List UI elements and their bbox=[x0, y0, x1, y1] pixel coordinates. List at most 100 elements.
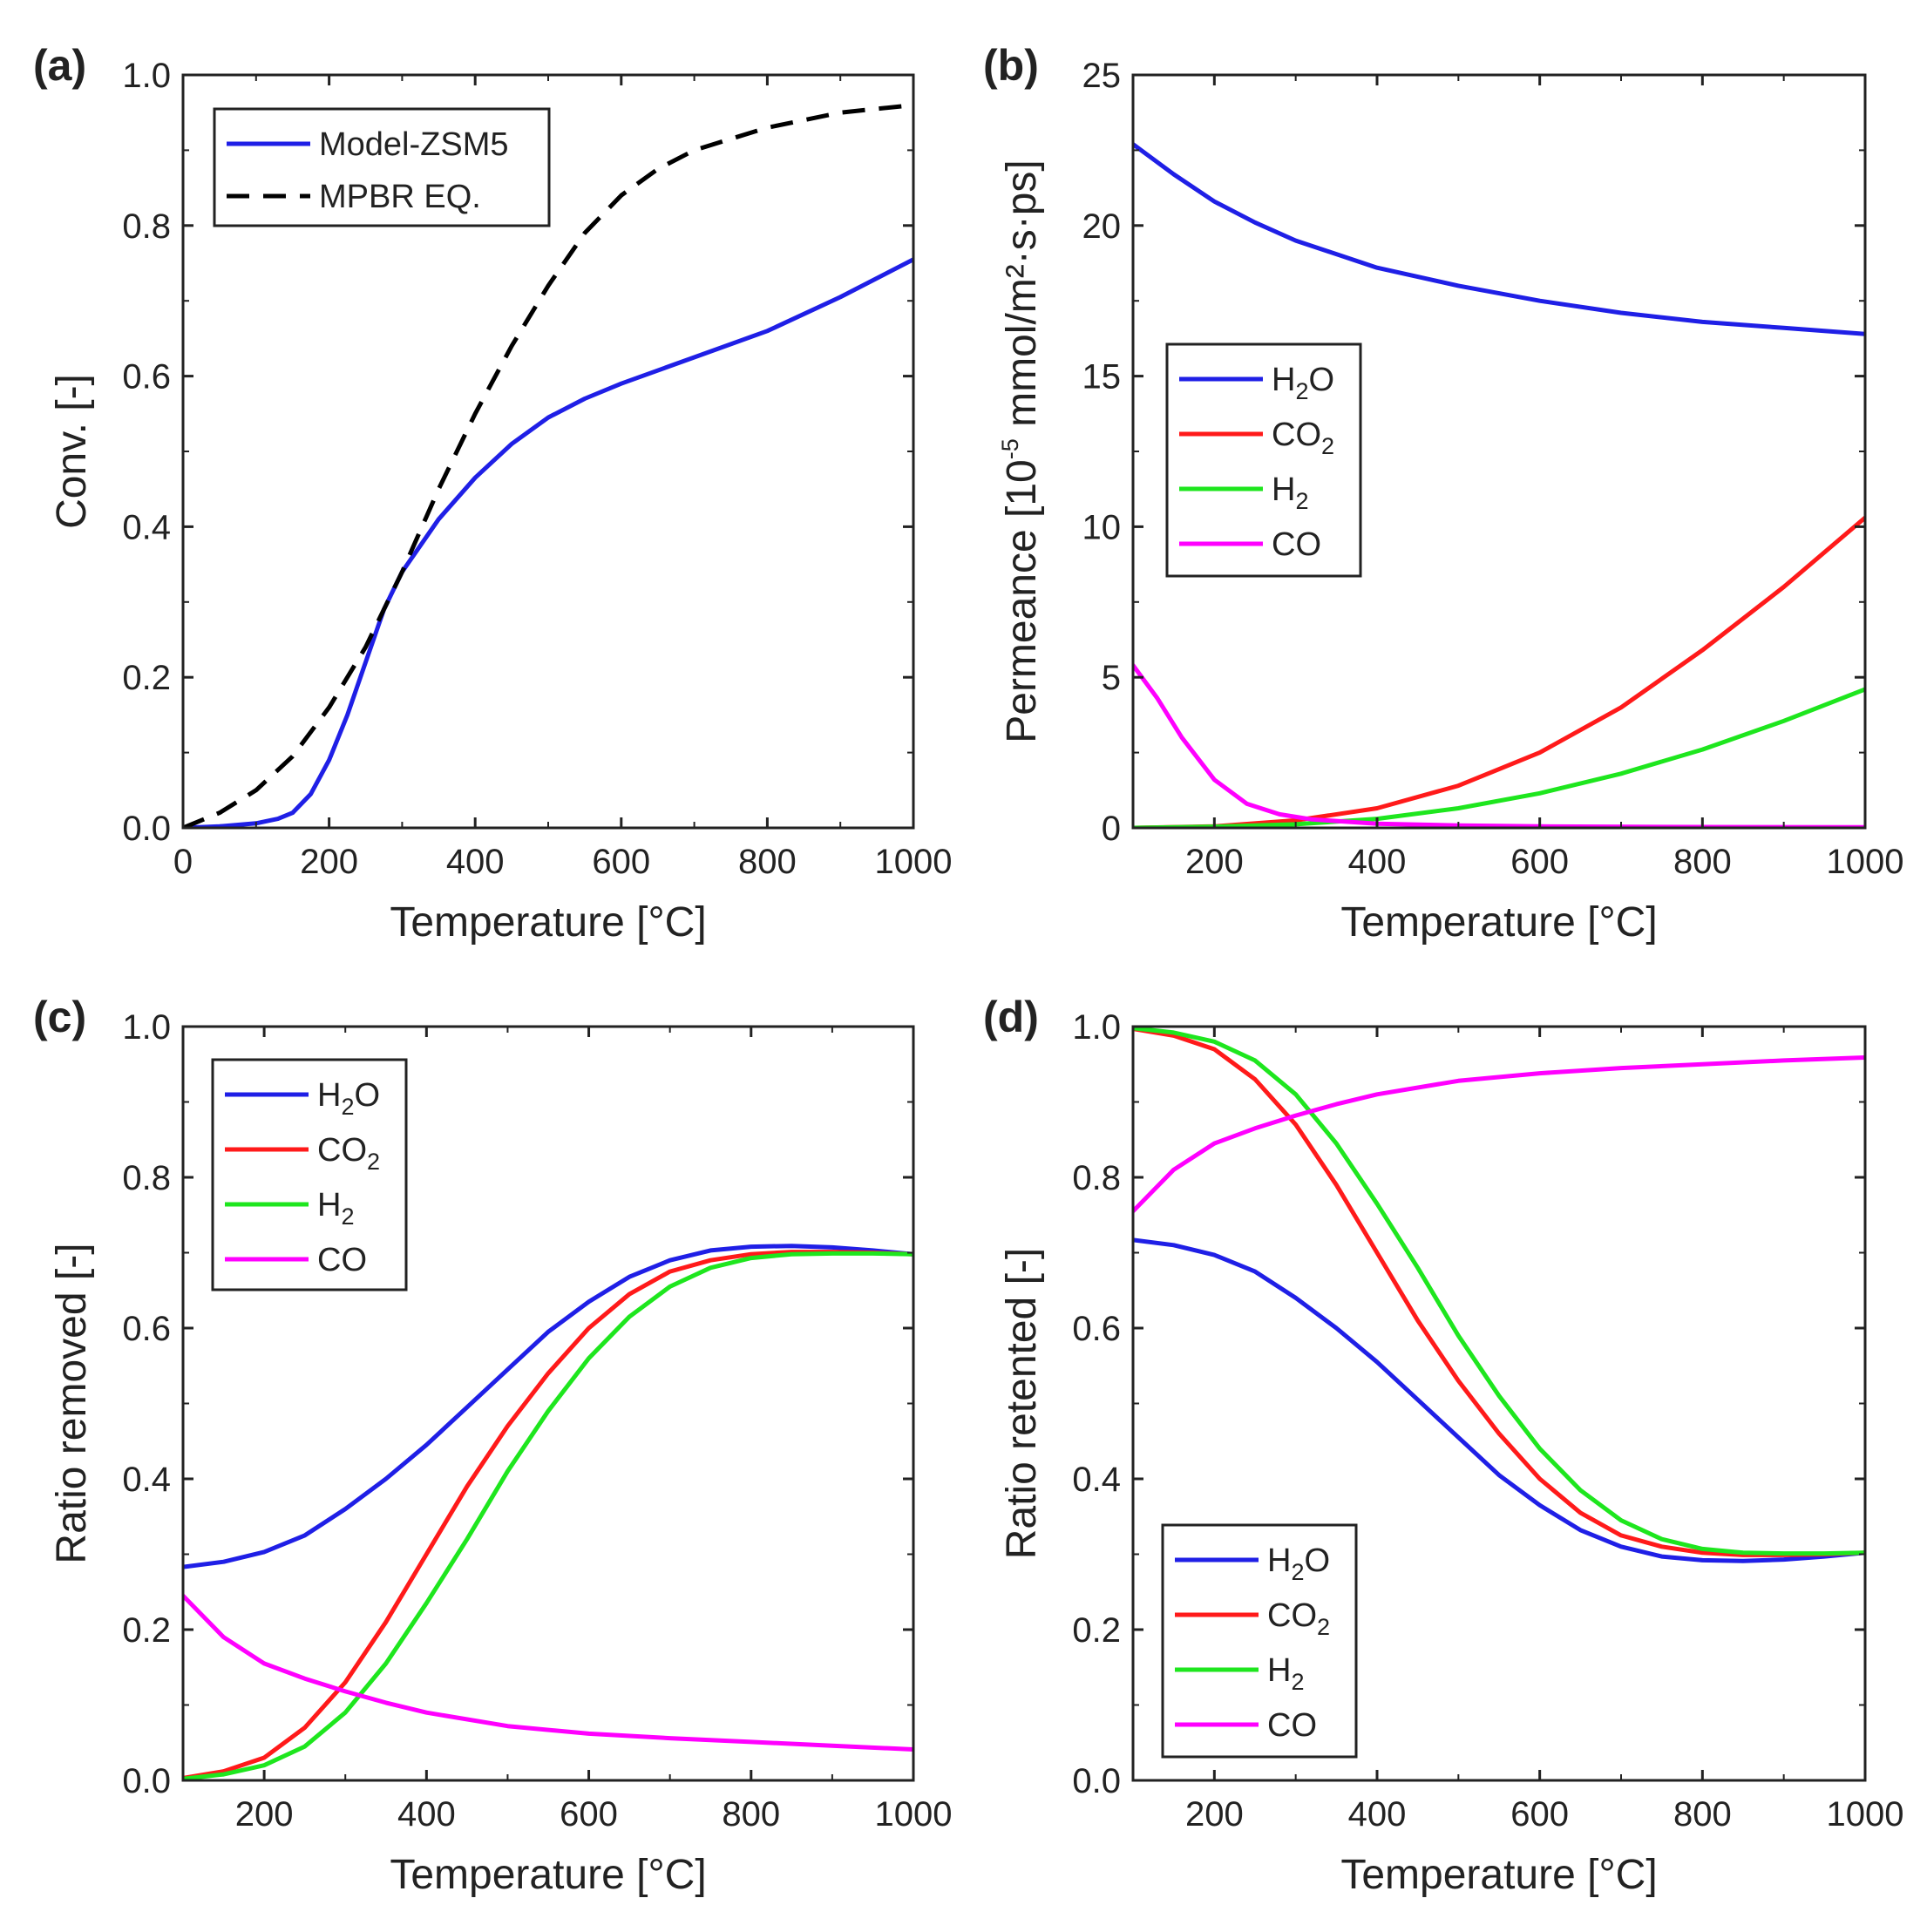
series-line-a-mpbr-eq- bbox=[183, 103, 913, 828]
x-tick-label: 200 bbox=[235, 1795, 294, 1834]
panel-b: 200 400 600 800 1000 0 5 10 15 20 25 Temperature [°… bbox=[983, 41, 1903, 946]
legend-label-main: H bbox=[317, 1187, 341, 1224]
panel-label: (d) bbox=[983, 993, 1039, 1041]
legend-label: CO bbox=[1267, 1707, 1317, 1744]
legend-label-main: CO bbox=[1272, 526, 1321, 563]
y-tick-label: 0 bbox=[1102, 810, 1121, 848]
x-axis-title: Temperature [°C] bbox=[1340, 1852, 1657, 1898]
series-line-b-h2 bbox=[1133, 687, 1865, 828]
y-tick-label: 25 bbox=[1082, 57, 1122, 95]
x-tick-label: 400 bbox=[1348, 1795, 1407, 1834]
y-axis-title: Ratio removed [-] bbox=[49, 1243, 95, 1563]
legend-label-subscript: 2 bbox=[1295, 378, 1308, 404]
legend-label-subscript: 2 bbox=[1317, 1614, 1330, 1640]
series-line-d-h2 bbox=[1133, 1027, 1865, 1556]
legend: Model-ZSM5 MPBR EQ. bbox=[213, 107, 551, 227]
legend-frame bbox=[1161, 1523, 1358, 1759]
legend-label: H2 bbox=[1267, 1652, 1304, 1695]
y-axis-title: Ratio retented [-] bbox=[999, 1248, 1045, 1560]
series-group-a bbox=[183, 103, 913, 828]
y-tick-label: 0.0 bbox=[1072, 1762, 1121, 1800]
y-tick-label: 0.6 bbox=[1072, 1310, 1121, 1348]
x-axis-title: Temperature [°C] bbox=[390, 899, 706, 946]
legend-label-subscript: 2 bbox=[1291, 1559, 1304, 1585]
series-group-c bbox=[183, 1244, 913, 1780]
x-tick-label: 200 bbox=[300, 843, 358, 881]
legend-frame bbox=[213, 107, 551, 227]
y-tick-label: 0.0 bbox=[122, 1762, 171, 1800]
panel-label: (a) bbox=[33, 41, 86, 90]
legend-label: Model-ZSM5 bbox=[319, 126, 509, 163]
legend-label-main: H bbox=[1272, 471, 1295, 508]
y-tick-label: 0.2 bbox=[122, 1611, 171, 1650]
legend-label: H2 bbox=[1272, 471, 1308, 514]
series-line-b-h2o bbox=[1133, 142, 1865, 336]
legend-label-main: CO bbox=[317, 1242, 367, 1278]
x-tick-label: 800 bbox=[722, 1795, 780, 1834]
legend-label: CO bbox=[317, 1242, 367, 1278]
x-tick-label: 1000 bbox=[875, 1795, 953, 1834]
x-tick-label: 600 bbox=[1510, 843, 1569, 881]
y-axis-title-main: Permeance [10 bbox=[999, 459, 1045, 743]
y-tick-label: 10 bbox=[1082, 508, 1122, 546]
legend-label-main: H bbox=[1272, 362, 1295, 398]
y-tick-label: 0.4 bbox=[122, 508, 171, 546]
x-tick-label: 600 bbox=[592, 843, 650, 881]
legend-label: CO2 bbox=[317, 1132, 380, 1175]
legend-label: H2O bbox=[1267, 1542, 1330, 1585]
y-tick-label: 5 bbox=[1102, 659, 1121, 697]
y-tick-label: 0.2 bbox=[1072, 1611, 1121, 1650]
y-axis-title: Conv. [-] bbox=[49, 374, 95, 529]
series-group-d bbox=[1133, 1027, 1865, 1563]
series-line-d-co2 bbox=[1133, 1027, 1865, 1557]
y-tick-label: 0.8 bbox=[122, 1159, 171, 1197]
y-tick-label: 0.2 bbox=[122, 659, 171, 697]
x-tick-label: 600 bbox=[560, 1795, 618, 1834]
y-tick-label: 0.0 bbox=[122, 810, 171, 848]
legend-label-main: CO bbox=[317, 1132, 367, 1169]
x-axis-title: Temperature [°C] bbox=[390, 1852, 706, 1898]
legend-label-subscript: 2 bbox=[341, 1203, 354, 1230]
y-tick-label: 0.8 bbox=[1072, 1159, 1121, 1197]
legend-label-tail: O bbox=[1304, 1542, 1330, 1579]
y-tick-label: 20 bbox=[1082, 207, 1122, 246]
x-tick-label: 1000 bbox=[1827, 1795, 1904, 1834]
y-tick-label: 0.6 bbox=[122, 358, 171, 397]
series-line-c-co bbox=[183, 1593, 913, 1752]
y-tick-label: 0.4 bbox=[1072, 1461, 1121, 1499]
x-tick-label: 400 bbox=[1348, 843, 1407, 881]
panel-d: 200 400 600 800 1000 0.0 0.2 0.4 0.6 0.8 1.0 Temper… bbox=[983, 993, 1903, 1898]
legend-label: CO2 bbox=[1272, 417, 1334, 459]
legend-label-main: H bbox=[317, 1077, 341, 1114]
legend-label: H2O bbox=[317, 1077, 380, 1120]
panel-label: (b) bbox=[983, 41, 1039, 90]
legend-frame bbox=[211, 1058, 408, 1291]
x-tick-label: 800 bbox=[738, 843, 797, 881]
legend-label: CO2 bbox=[1267, 1597, 1330, 1640]
legend-label-subscript: 2 bbox=[1321, 433, 1334, 459]
x-tick-label: 200 bbox=[1185, 843, 1244, 881]
y-tick-label: 1.0 bbox=[122, 1008, 171, 1047]
y-tick-label: 1.0 bbox=[122, 57, 171, 95]
x-tick-label: 600 bbox=[1510, 1795, 1569, 1834]
panel-label: (c) bbox=[33, 993, 86, 1041]
y-tick-label: 15 bbox=[1082, 358, 1122, 397]
x-tick-label: 200 bbox=[1185, 1795, 1244, 1834]
legend-label-subscript: 2 bbox=[341, 1094, 354, 1120]
series-line-d-h2o bbox=[1133, 1237, 1865, 1563]
legend-label-tail: O bbox=[354, 1077, 380, 1114]
x-tick-label: 1000 bbox=[1827, 843, 1904, 881]
legend-label-main: CO bbox=[1272, 417, 1321, 453]
legend-label-subscript: 2 bbox=[1291, 1669, 1304, 1695]
series-line-b-co bbox=[1133, 662, 1865, 828]
legend-label: H2O bbox=[1272, 362, 1334, 404]
legend-label-main: CO bbox=[1267, 1597, 1317, 1634]
legend-label: H2 bbox=[317, 1187, 354, 1230]
x-tick-label: 800 bbox=[1673, 1795, 1732, 1834]
legend-label-subscript: 2 bbox=[1295, 488, 1308, 514]
y-tick-label: 0.6 bbox=[122, 1310, 171, 1348]
